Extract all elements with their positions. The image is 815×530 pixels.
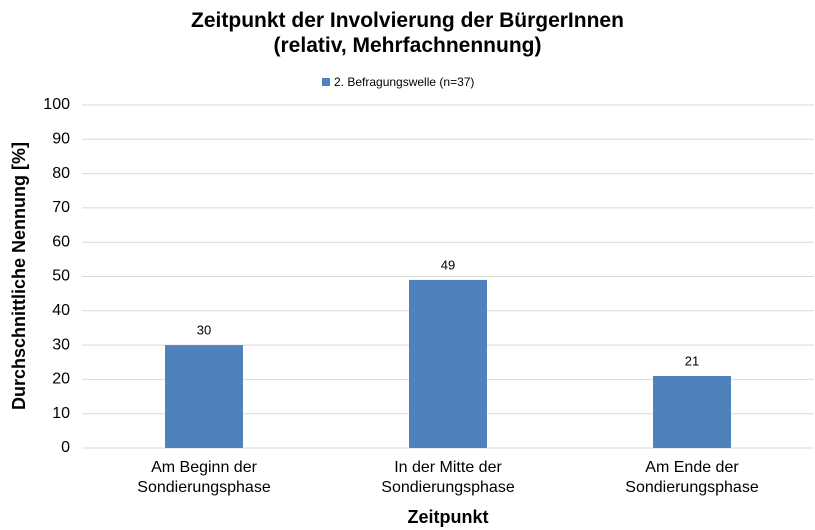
y-tick-label: 100	[43, 96, 70, 113]
y-tick-label: 70	[52, 199, 70, 216]
bar	[653, 375, 731, 448]
y-tick-label: 10	[52, 405, 70, 422]
y-axis-title: Durchschnittliche Nennung [%]	[9, 142, 29, 410]
y-tick-label: 80	[52, 165, 70, 182]
y-tick-label: 20	[52, 371, 70, 388]
x-tick-label: Am Ende der Sondierungsphase	[625, 459, 759, 496]
data-label: 21	[685, 353, 699, 368]
y-tick-label: 40	[52, 302, 70, 319]
legend-swatch	[322, 78, 330, 86]
chart-title: Zeitpunkt der Involvierung der BürgerInn…	[191, 9, 624, 57]
x-axis-title: Zeitpunkt	[408, 507, 489, 527]
y-tick-label: 50	[52, 268, 70, 285]
x-tick-label: In der Mitte der Sondierungsphase	[381, 459, 515, 496]
bar	[409, 279, 487, 448]
y-tick-label: 0	[61, 439, 70, 456]
y-tick-label: 30	[52, 336, 70, 353]
legend-label: 2. Befragungswelle (n=37)	[334, 75, 474, 89]
data-label: 49	[441, 257, 455, 272]
data-label: 30	[197, 323, 211, 338]
y-tick-label: 90	[52, 131, 70, 148]
x-tick-label: Am Beginn der Sondierungsphase	[137, 459, 271, 496]
y-tick-label: 60	[52, 233, 70, 250]
bar	[165, 345, 243, 448]
